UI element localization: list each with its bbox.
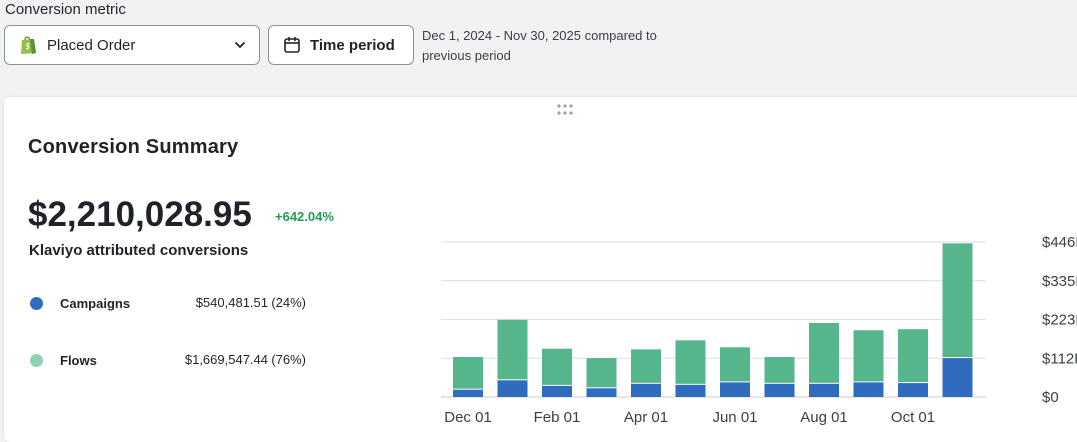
date-range-text: Dec 1, 2024 - Nov 30, 2025 compared to p… bbox=[422, 28, 657, 63]
bar-campaigns bbox=[542, 385, 572, 397]
legend-amount: $540,481.51 bbox=[195, 295, 268, 310]
x-tick-label: Dec 01 bbox=[444, 409, 492, 426]
legend-name: Flows bbox=[60, 353, 97, 368]
x-tick-label: Aug 01 bbox=[800, 409, 848, 426]
y-tick-label: $446K bbox=[1042, 234, 1077, 251]
calendar-icon bbox=[284, 36, 300, 53]
bar-flows bbox=[720, 347, 750, 382]
legend-row-flows: Flows $1,669,547.44 (76%) bbox=[30, 351, 320, 371]
legend-percent: (76%) bbox=[271, 352, 306, 367]
total-conversion-value: $2,210,028.95 bbox=[28, 195, 252, 234]
drag-handle-icon[interactable] bbox=[556, 103, 574, 117]
bar-campaigns bbox=[809, 383, 839, 397]
bar-flows bbox=[853, 330, 884, 382]
x-tick-label: Apr 01 bbox=[624, 409, 668, 426]
change-percentage: +642.04% bbox=[275, 209, 334, 224]
chevron-down-icon bbox=[235, 42, 245, 48]
bar-flows bbox=[542, 348, 572, 385]
x-tick-label: Jun 01 bbox=[712, 409, 757, 426]
shopify-bag-icon bbox=[21, 36, 36, 54]
bar-flows bbox=[675, 340, 706, 384]
bar-flows bbox=[809, 322, 839, 383]
bar-campaigns bbox=[586, 388, 617, 397]
conversion-summary-card: Conversion Summary $2,210,028.95 +642.04… bbox=[4, 97, 1077, 442]
time-period-button[interactable]: Time period bbox=[268, 25, 414, 65]
conversion-bar-chart: $0 $112K $223K $335K $446K Dec 01 Feb 01 Apr 01… bbox=[441, 234, 1077, 426]
bar-campaigns bbox=[898, 383, 928, 397]
bar-campaigns bbox=[764, 383, 795, 397]
bar-flows bbox=[453, 357, 483, 389]
bar-campaigns bbox=[675, 384, 706, 397]
bar-flows bbox=[631, 349, 661, 383]
bar-campaigns bbox=[631, 383, 661, 397]
y-tick-label: $223K bbox=[1042, 312, 1077, 329]
bar-flows bbox=[497, 319, 528, 380]
campaigns-dot bbox=[30, 297, 43, 310]
x-tick-label: Feb 01 bbox=[534, 409, 581, 426]
y-tick-label: $112K bbox=[1042, 350, 1077, 367]
bar-campaigns bbox=[942, 358, 973, 397]
y-tick-label: $335K bbox=[1042, 273, 1077, 290]
metric-select-value: Placed Order bbox=[47, 36, 136, 54]
y-tick-label: $0 bbox=[1042, 389, 1059, 406]
x-tick-label: Oct 01 bbox=[891, 409, 935, 426]
bar-campaigns bbox=[720, 382, 750, 397]
card-title: Conversion Summary bbox=[28, 136, 239, 158]
bar-flows bbox=[898, 329, 928, 383]
bar-flows bbox=[764, 357, 795, 383]
legend-percent: (24%) bbox=[271, 295, 306, 310]
bar-flows bbox=[586, 358, 617, 388]
conversion-metric-label: Conversion metric bbox=[5, 1, 126, 18]
bar-campaigns bbox=[453, 389, 483, 397]
flows-dot bbox=[30, 354, 43, 367]
legend-name: Campaigns bbox=[60, 296, 131, 311]
legend-row-campaigns: Campaigns $540,481.51 (24%) bbox=[30, 294, 320, 314]
attributed-conversions-label: Klaviyo attributed conversions bbox=[29, 242, 249, 259]
time-period-label: Time period bbox=[310, 36, 395, 54]
bar-campaigns bbox=[497, 380, 528, 397]
legend-amount: $1,669,547.44 bbox=[184, 352, 268, 367]
bar-campaigns bbox=[853, 382, 884, 397]
bar-flows bbox=[942, 243, 973, 358]
conversion-metric-select[interactable]: Placed Order bbox=[4, 25, 260, 65]
